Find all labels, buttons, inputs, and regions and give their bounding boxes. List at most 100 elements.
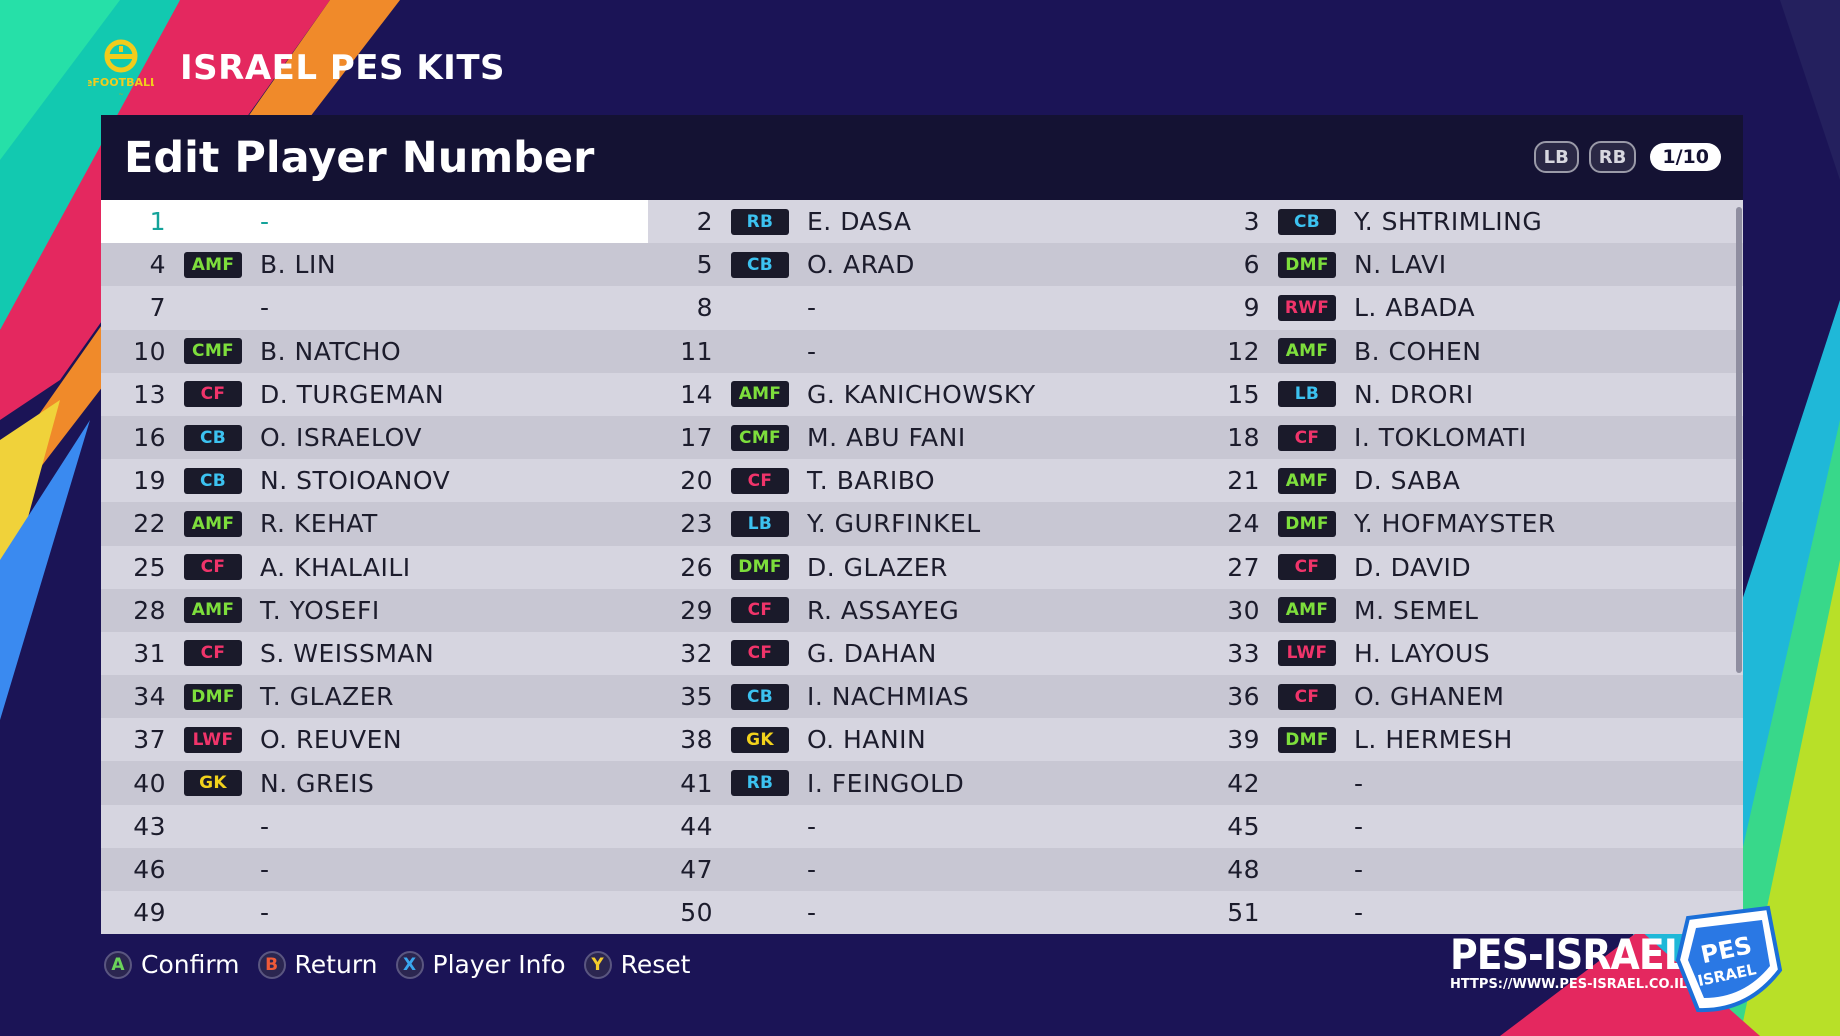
confirm-label: Confirm [141,950,240,979]
player-slot[interactable]: 47 - [648,847,1195,891]
player-slot[interactable]: 32 CF G. DAHAN [648,631,1195,676]
return-button[interactable]: B Return [257,950,378,979]
page-indicator: 1/10 [1650,143,1721,171]
panel-title: Edit Player Number [124,132,595,183]
player-name: - [1354,898,1364,928]
position-badge: CF [1278,554,1336,581]
player-slot[interactable]: 38 GK O. HANIN [648,718,1195,762]
watermark-url: HTTPS://WWW.PES-ISRAEL.CO.IL/ [1450,977,1693,992]
player-name: - [807,293,817,323]
player-slot[interactable]: 31 CF S. WEISSMAN [101,631,648,676]
player-slot[interactable]: 44 - [648,804,1195,848]
player-slot[interactable]: 30 AMF M. SEMEL [1195,588,1743,632]
svg-text:~: ~ [118,91,123,98]
player-slot[interactable]: 21 AMF D. SABA [1195,459,1743,503]
player-slot[interactable]: 46 - [101,847,648,891]
player-slot[interactable]: 27 CF D. DAVID [1195,545,1743,589]
lb-page-button[interactable]: LB [1533,141,1579,173]
player-slot[interactable]: 19 CB N. STOIOANOV [101,459,648,503]
player-name: T. GLAZER [260,682,394,712]
player-slot[interactable]: 24 DMF Y. HOFMAYSTER [1195,502,1743,546]
player-slot[interactable]: 50 - [648,891,1195,935]
player-slot[interactable]: 10 CMF B. NATCHO [101,329,648,373]
position-badge: CF [731,640,789,667]
player-slot[interactable]: 45 - [1195,804,1743,848]
rb-page-button[interactable]: RB [1588,141,1637,173]
player-number-grid: 1-2 RB E. DASA 3 CB Y. SHTRIMLING 4 AMF B. LIN 5 C… [101,200,1743,935]
shirt-number: 42 [1227,768,1260,798]
player-slot[interactable]: 2 RB E. DASA [648,200,1195,244]
confirm-button[interactable]: A Confirm [104,950,240,979]
watermark-brand: PES-ISRAEL [1450,930,1688,979]
player-name: M. ABU FANI [807,423,966,453]
player-slot[interactable]: 25 CF A. KHALAILI [101,545,648,589]
player-slot[interactable]: 5 CB O. ARAD [648,243,1195,287]
player-slot[interactable]: 34 DMF T. GLAZER [101,675,648,719]
player-name: L. ABADA [1354,293,1476,323]
player-slot[interactable]: 48 - [1195,847,1743,891]
player-slot[interactable]: 22 AMF R. KEHAT [101,502,648,546]
player-slot[interactable]: 36 CF O. GHANEM [1195,675,1743,719]
player-slot[interactable]: 7- [101,286,648,330]
player-slot[interactable]: 20 CF T. BARIBO [648,459,1195,503]
player-slot[interactable]: 13 CF D. TURGEMAN [101,372,648,416]
player-slot[interactable]: 9 RWF L. ABADA [1195,286,1743,330]
shirt-number: 17 [680,423,713,453]
shirt-number: 21 [1227,466,1260,496]
player-slot[interactable]: 29 CF R. ASSAYEG [648,588,1195,632]
player-info-button[interactable]: X Player Info [395,950,566,979]
reset-button[interactable]: Y Reset [583,950,690,979]
player-slot[interactable]: 8- [648,286,1195,330]
player-slot[interactable]: 41 RB I. FEINGOLD [648,761,1195,805]
player-slot[interactable]: 43 - [101,804,648,848]
shirt-number: 6 [1243,250,1260,280]
player-slot[interactable]: 14 AMF G. KANICHOWSKY [648,372,1195,416]
player-name: - [260,898,270,928]
player-slot[interactable]: 1- [101,200,648,244]
player-slot[interactable]: 28 AMF T. YOSEFI [101,588,648,632]
player-slot[interactable]: 49 - [101,891,648,935]
scrollbar[interactable] [1736,207,1742,673]
player-slot[interactable]: 33 LWF H. LAYOUS [1195,631,1743,676]
player-slot[interactable]: 11 - [648,329,1195,373]
player-slot[interactable]: 23 LB Y. GURFINKEL [648,502,1195,546]
page-controls: LB RB 1/10 [1524,141,1721,173]
return-label: Return [294,950,378,979]
shirt-number: 26 [680,552,713,582]
shirt-number: 51 [1227,898,1260,928]
position-badge: AMF [731,381,789,408]
player-name: R. ASSAYEG [807,595,960,625]
player-slot[interactable]: 18 CF I. TOKLOMATI [1195,415,1743,460]
position-badge: GK [731,726,789,753]
player-slot[interactable]: 12 AMF B. COHEN [1195,329,1743,373]
player-slot[interactable]: 51 - [1195,891,1743,935]
player-name: - [1354,854,1364,884]
shirt-number: 41 [680,768,713,798]
player-slot[interactable]: 16 CB O. ISRAELOV [101,415,648,460]
player-slot[interactable]: 4 AMF B. LIN [101,243,648,287]
player-slot[interactable]: 37 LWF O. REUVEN [101,718,648,762]
player-slot[interactable]: 42 - [1195,761,1743,805]
shirt-number: 33 [1227,638,1260,668]
player-slot[interactable]: 6 DMF N. LAVI [1195,243,1743,287]
x-button-icon: X [395,950,424,979]
player-name: - [807,336,817,366]
player-slot[interactable]: 3 CB Y. SHTRIMLING [1195,200,1743,244]
player-slot[interactable]: 17 CMF M. ABU FANI [648,415,1195,460]
player-name: O. ARAD [807,250,915,280]
player-slot[interactable]: 40 GK N. GREIS [101,761,648,805]
player-name: G. DAHAN [807,638,937,668]
player-slot[interactable]: 26 DMF D. GLAZER [648,545,1195,589]
shirt-number: 5 [696,250,713,280]
player-slot[interactable]: 39 DMF L. HERMESH [1195,718,1743,762]
shirt-number: 47 [680,854,713,884]
position-badge: DMF [1278,726,1336,753]
player-name: Y. GURFINKEL [807,509,981,539]
player-name: E. DASA [807,207,912,237]
player-slot[interactable]: 15 LB N. DRORI [1195,372,1743,416]
a-button-icon: A [104,950,132,979]
efootball-logo: eFOOTBALL ~ [88,39,154,98]
position-badge: CF [184,554,242,581]
player-slot[interactable]: 35 CB I. NACHMIAS [648,675,1195,719]
player-name: - [807,854,817,884]
